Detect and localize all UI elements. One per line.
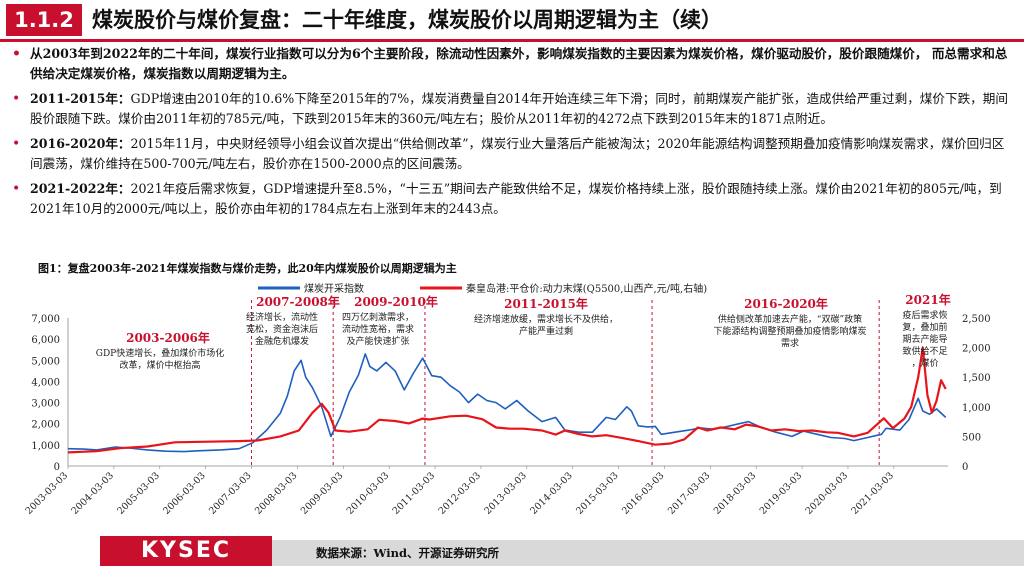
bullet-dot: • <box>12 136 21 152</box>
x-tick-label: 2017-03-03 <box>666 470 713 517</box>
phase-note-line: GDP快速增长，叠加煤价市场化 <box>96 347 224 359</box>
phase-note-line: 需求 <box>781 337 799 349</box>
bullet-item: • 2011-2015年：GDP增速由2010年的10.6%下降至2015年的7… <box>8 89 1016 129</box>
x-tick-label: 2020-03-03 <box>804 470 851 517</box>
phase-note-line: 供给侧改革加速去产能，“双碳”政策 <box>718 313 862 325</box>
phase-label: 2009-2010年 <box>354 294 438 309</box>
phase-label: 2016-2020年 <box>744 296 828 311</box>
x-tick-label: 2016-03-03 <box>620 470 667 517</box>
x-tick-label: 2005-03-03 <box>115 470 162 517</box>
coal-chart: 7,000 6,000 5,000 4,000 3,000 2,000 1,000 0 2,50… <box>24 282 991 517</box>
x-tick-label: 2009-03-03 <box>299 470 346 517</box>
bullet-text: 从2003年到2022年的二十年间，煤炭行业指数可以分为6个主要阶段，除流动性因… <box>30 46 1008 81</box>
phase-note-line: 下能源结构调整预期叠加疫情影响煤炭 <box>713 325 866 337</box>
phase-note-line: 疫后需求恢 <box>902 309 947 321</box>
bullet-text: 2015年11月，中央财经领导小组会议首次提出“供给侧改革”，煤炭行业大量落后产… <box>30 136 1005 171</box>
phase-label: 2011-2015年 <box>504 296 588 311</box>
phase-note-line: 四万亿刺激需求， <box>342 311 414 323</box>
y-right-tick-label: 0 <box>962 462 968 473</box>
title-rule <box>0 39 1024 42</box>
x-tick-label: 2018-03-03 <box>712 470 759 517</box>
bullet-item: • 2016-2020年：2015年11月，中央财经领导小组会议首次提出“供给侧… <box>8 134 1016 174</box>
x-tick-label: 2011-03-03 <box>391 470 438 517</box>
phase-note-line: 宽松，资金泡沫后 <box>246 323 318 335</box>
x-tick-label: 2003-03-03 <box>24 470 71 517</box>
header: 1.1.2 煤炭股价与煤价复盘：二十年维度，煤炭股价以周期逻辑为主（续） <box>0 0 1024 42</box>
bullet-item: • 2021-2022年：2021年疫后需求恢复，GDP增速提升至8.5%，“十… <box>8 179 1016 219</box>
bullet-lead: 2011-2015年： <box>30 91 131 106</box>
x-tick-label: 2021-03-03 <box>849 470 896 517</box>
series-line-coal-index <box>67 353 947 453</box>
y-right-tick-label: 2,500 <box>962 314 991 325</box>
phase-note-line: 复，叠加前 <box>902 321 947 333</box>
y-left-tick-label: 6,000 <box>31 335 60 346</box>
x-tick-label: 2015-03-03 <box>574 470 621 517</box>
bullet-dot: • <box>12 91 21 107</box>
series-line-coal-price <box>67 346 947 454</box>
phase-note-line: 期去产能导 <box>902 333 947 345</box>
bullet-dot: • <box>12 46 21 62</box>
y-left-tick-label: 3,000 <box>31 399 60 410</box>
y-right-tick-label: 1,500 <box>962 373 991 384</box>
footer-bar <box>272 540 1024 566</box>
logo-text: KYSEC <box>141 538 231 563</box>
brand-logo: KYSEC <box>100 536 272 566</box>
x-tick-label: 2008-03-03 <box>253 470 300 517</box>
y-left-tick-label: 1,000 <box>31 441 60 452</box>
section-number: 1.1.2 <box>6 4 82 36</box>
x-tick-label: 2013-03-03 <box>482 470 529 517</box>
phase-label: 2021年 <box>905 292 950 307</box>
x-tick-label: 2012-03-03 <box>437 470 484 517</box>
bullet-text: 2021年疫后需求恢复，GDP增速提升至8.5%，“十三五”期间去产能致供给不足… <box>30 181 1002 216</box>
y-right-tick-label: 500 <box>962 432 981 443</box>
phase-note-line: 致供给不足 <box>902 345 947 357</box>
legend-label-coal-index: 煤炭开采指数 <box>304 282 364 295</box>
x-tick-label: 2007-03-03 <box>207 470 254 517</box>
x-tick-label: 2004-03-03 <box>69 470 116 517</box>
phase-note-line: 改革，煤价中枢抬高 <box>119 359 200 371</box>
y-left-tick-label: 4,000 <box>31 377 60 388</box>
chart-area: 7,000 6,000 5,000 4,000 3,000 2,000 1,000 0 2,50… <box>0 278 1024 534</box>
x-tick-label: 2010-03-03 <box>345 470 392 517</box>
legend-label-coal-price: 秦皇岛港:平仓价:动力末煤(Q5500,山西产,元/吨,右轴) <box>466 282 707 295</box>
phase-note-line: 金融危机爆发 <box>255 335 309 347</box>
x-tick-label: 2006-03-03 <box>161 470 208 517</box>
phase-note-line: ，煤价 <box>911 357 938 369</box>
figure-title: 图1：复盘2003年-2021年煤炭指数与煤价走势，此20年内煤炭股价以周期逻辑… <box>38 262 457 275</box>
phase-label: 2007-2008年 <box>256 294 340 309</box>
bullet-item: • 从2003年到2022年的二十年间，煤炭行业指数可以分为6个主要阶段，除流动… <box>8 44 1016 84</box>
bullet-list: • 从2003年到2022年的二十年间，煤炭行业指数可以分为6个主要阶段，除流动… <box>8 44 1016 224</box>
bullet-dot: • <box>12 181 21 197</box>
y-left-tick-label: 2,000 <box>31 420 60 431</box>
bullet-text: GDP增速由2010年的10.6%下降至2015年的7%，煤炭消费量自2014年… <box>30 91 1008 126</box>
phase-note-line: 产能严重过剩 <box>519 325 573 337</box>
bullet-lead: 2016-2020年： <box>30 136 131 151</box>
phase-note-line: 流动性宽裕，需求 <box>342 323 414 335</box>
phase-note-line: 及产能快速扩张 <box>346 335 409 347</box>
page-title: 煤炭股价与煤价复盘：二十年维度，煤炭股价以周期逻辑为主（续） <box>92 8 722 32</box>
data-source: 数据来源：Wind、开源证券研究所 <box>316 546 499 560</box>
y-left-tick-label: 0 <box>54 462 60 473</box>
x-tick-label: 2019-03-03 <box>758 470 805 517</box>
phase-note-line: 经济增长，流动性 <box>246 311 318 323</box>
phase-label: 2003-2006年 <box>126 330 210 345</box>
bullet-lead: 2021-2022年： <box>30 181 131 196</box>
y-right-tick-label: 1,000 <box>962 403 991 414</box>
y-left-tick-label: 5,000 <box>31 356 60 367</box>
y-right-tick-label: 2,000 <box>962 344 991 355</box>
y-left-tick-label: 7,000 <box>31 314 60 325</box>
phase-note-line: 经济增速放缓，需求增长不及供给， <box>474 313 618 325</box>
footer: KYSEC 数据来源：Wind、开源证券研究所 <box>0 534 1024 576</box>
x-tick-label: 2014-03-03 <box>528 470 575 517</box>
